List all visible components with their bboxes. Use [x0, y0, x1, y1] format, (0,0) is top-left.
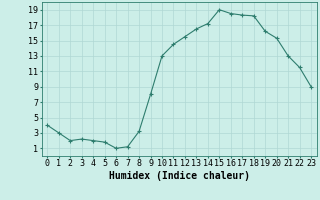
X-axis label: Humidex (Indice chaleur): Humidex (Indice chaleur)	[109, 171, 250, 181]
